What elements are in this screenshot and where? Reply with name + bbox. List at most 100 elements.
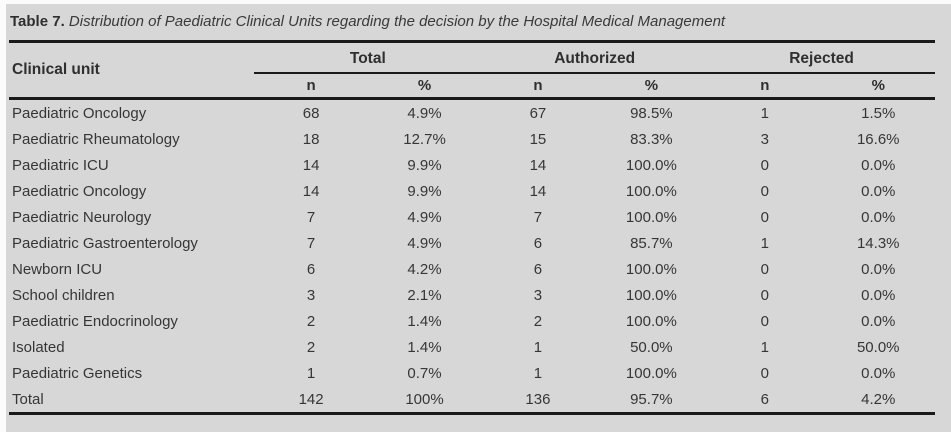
- cell-clinical-unit: School children: [12, 286, 115, 304]
- cell-authorized-pct: 50.0%: [630, 338, 673, 356]
- cell-clinical-unit: Paediatric Endocrinology: [12, 312, 178, 330]
- cell-authorized-pct: 100.0%: [625, 156, 677, 174]
- table-row: Paediatric Gastroenterology 7 4.9% 6 85.…: [9, 230, 935, 256]
- column-group-rejected: Rejected: [708, 41, 935, 74]
- cell-total-n: 2: [306, 312, 316, 330]
- cell-clinical-unit: Total: [12, 390, 44, 408]
- cell-total-n: 1: [306, 364, 316, 382]
- cell-total-pct: 9.9%: [407, 182, 442, 200]
- cell-total-pct: 4.9%: [407, 104, 442, 122]
- cell-total-n: 14: [302, 156, 320, 174]
- cell-rejected-n: 6: [760, 390, 769, 408]
- column-header-clinical-unit: Clinical unit: [9, 41, 255, 100]
- cell-total-pct: 0.7%: [407, 364, 442, 382]
- cell-total-n: 68: [302, 104, 320, 122]
- cell-rejected-pct: 0.0%: [861, 260, 896, 278]
- cell-authorized-pct: 98.5%: [630, 104, 673, 122]
- cell-authorized-pct: 100.0%: [625, 312, 677, 330]
- cell-clinical-unit: Paediatric Rheumatology: [12, 130, 180, 148]
- cell-total-pct: 4.9%: [407, 208, 442, 226]
- cell-clinical-unit: Newborn ICU: [12, 260, 103, 278]
- table-header: Clinical unit Total Authorized Rejected …: [9, 41, 935, 100]
- cell-clinical-unit: Paediatric Oncology: [12, 182, 147, 200]
- cell-total-n: 7: [306, 234, 316, 252]
- table-row: Isolated 2 1.4% 1 50.0% 1 50.0%: [9, 334, 935, 360]
- subheader-authorized-n: n: [481, 73, 595, 100]
- cell-clinical-unit: Paediatric Neurology: [12, 208, 152, 226]
- cell-rejected-pct: 0.0%: [861, 182, 896, 200]
- cell-rejected-n: 3: [760, 130, 769, 148]
- cell-rejected-n: 0: [760, 286, 769, 304]
- cell-authorized-n: 14: [529, 156, 547, 174]
- cell-total-n: 6: [306, 260, 316, 278]
- cell-authorized-pct: 83.3%: [630, 130, 673, 148]
- cell-total-pct: 2.1%: [407, 286, 442, 304]
- subheader-rejected-n: n: [708, 73, 822, 100]
- cell-rejected-n: 0: [760, 260, 769, 278]
- cell-total-n: 3: [306, 286, 316, 304]
- cell-authorized-pct: 100.0%: [625, 182, 677, 200]
- cell-total-n: 14: [302, 182, 320, 200]
- subheader-total-pct: %: [367, 73, 482, 100]
- table-number-label: Table 7.: [10, 13, 65, 30]
- cell-total-pct: 4.9%: [407, 234, 442, 252]
- subheader-rejected-pct: %: [821, 73, 935, 100]
- cell-rejected-n: 0: [760, 312, 769, 330]
- group-header-row: Clinical unit Total Authorized Rejected: [9, 41, 935, 100]
- subheader-authorized-pct: %: [594, 73, 709, 100]
- cell-authorized-n: 15: [529, 130, 547, 148]
- cell-rejected-pct: 0.0%: [861, 156, 896, 174]
- table-body: Paediatric Oncology 68 4.9% 67 98.5% 1 1…: [9, 99, 935, 414]
- table-row: Paediatric Neurology 7 4.9% 7 100.0% 0 0…: [9, 204, 935, 230]
- table-row: Paediatric Genetics 1 0.7% 1 100.0% 0 0.…: [9, 360, 935, 386]
- cell-authorized-n: 3: [533, 286, 543, 304]
- cell-authorized-pct: 100.0%: [625, 364, 677, 382]
- cell-authorized-pct: 85.7%: [630, 234, 673, 252]
- cell-rejected-pct: 0.0%: [861, 208, 896, 226]
- cell-authorized-n: 136: [525, 390, 551, 408]
- table-row: School children 3 2.1% 3 100.0% 0 0.0%: [9, 282, 935, 308]
- subheader-row: n % n % n %: [9, 73, 935, 100]
- cell-total-pct: 12.7%: [403, 130, 446, 148]
- cell-authorized-n: 7: [533, 208, 543, 226]
- data-table: Clinical unit Total Authorized Rejected …: [9, 40, 935, 415]
- cell-authorized-n: 1: [533, 364, 543, 382]
- cell-authorized-pct: 95.7%: [630, 390, 673, 408]
- column-group-authorized: Authorized: [481, 41, 709, 74]
- cell-rejected-n: 0: [760, 364, 769, 382]
- cell-rejected-pct: 14.3%: [856, 234, 900, 252]
- cell-total-n: 2: [306, 338, 316, 356]
- cell-rejected-pct: 4.2%: [861, 390, 896, 408]
- table-row: Paediatric Rheumatology 18 12.7% 15 83.3…: [9, 126, 935, 152]
- cell-rejected-n: 0: [760, 208, 769, 226]
- table-caption: Table 7. Distribution of Paediatric Clin…: [6, 4, 951, 40]
- cell-authorized-n: 14: [529, 182, 547, 200]
- cell-clinical-unit: Paediatric Oncology: [12, 104, 147, 122]
- cell-clinical-unit: Paediatric Genetics: [12, 364, 143, 382]
- cell-authorized-n: 6: [533, 260, 543, 278]
- cell-rejected-pct: 1.5%: [861, 104, 896, 122]
- cell-rejected-pct: 0.0%: [861, 364, 896, 382]
- cell-total-n: 142: [298, 390, 324, 408]
- cell-clinical-unit: Paediatric ICU: [12, 156, 109, 174]
- cell-rejected-n: 1: [760, 338, 769, 356]
- cell-clinical-unit: Isolated: [12, 338, 65, 356]
- table-row: Newborn ICU 6 4.2% 6 100.0% 0 0.0%: [9, 256, 935, 282]
- cell-total-pct: 9.9%: [407, 156, 442, 174]
- cell-rejected-pct: 50.0%: [856, 338, 900, 356]
- cell-total-n: 7: [306, 208, 316, 226]
- cell-rejected-n: 0: [760, 182, 769, 200]
- table-row: Paediatric Endocrinology 2 1.4% 2 100.0%…: [9, 308, 935, 334]
- cell-authorized-pct: 100.0%: [625, 208, 677, 226]
- cell-authorized-pct: 100.0%: [625, 260, 677, 278]
- cell-rejected-pct: 16.6%: [856, 130, 900, 148]
- column-group-total: Total: [254, 41, 482, 74]
- table-row: Paediatric Oncology 14 9.9% 14 100.0% 0 …: [9, 178, 935, 204]
- cell-total-pct: 4.2%: [407, 260, 442, 278]
- cell-rejected-n: 1: [760, 234, 769, 252]
- cell-rejected-pct: 0.0%: [861, 312, 896, 330]
- cell-total-n: 18: [302, 130, 320, 148]
- cell-rejected-n: 0: [760, 156, 769, 174]
- cell-total-pct: 1.4%: [407, 338, 442, 356]
- cell-authorized-n: 67: [529, 104, 547, 122]
